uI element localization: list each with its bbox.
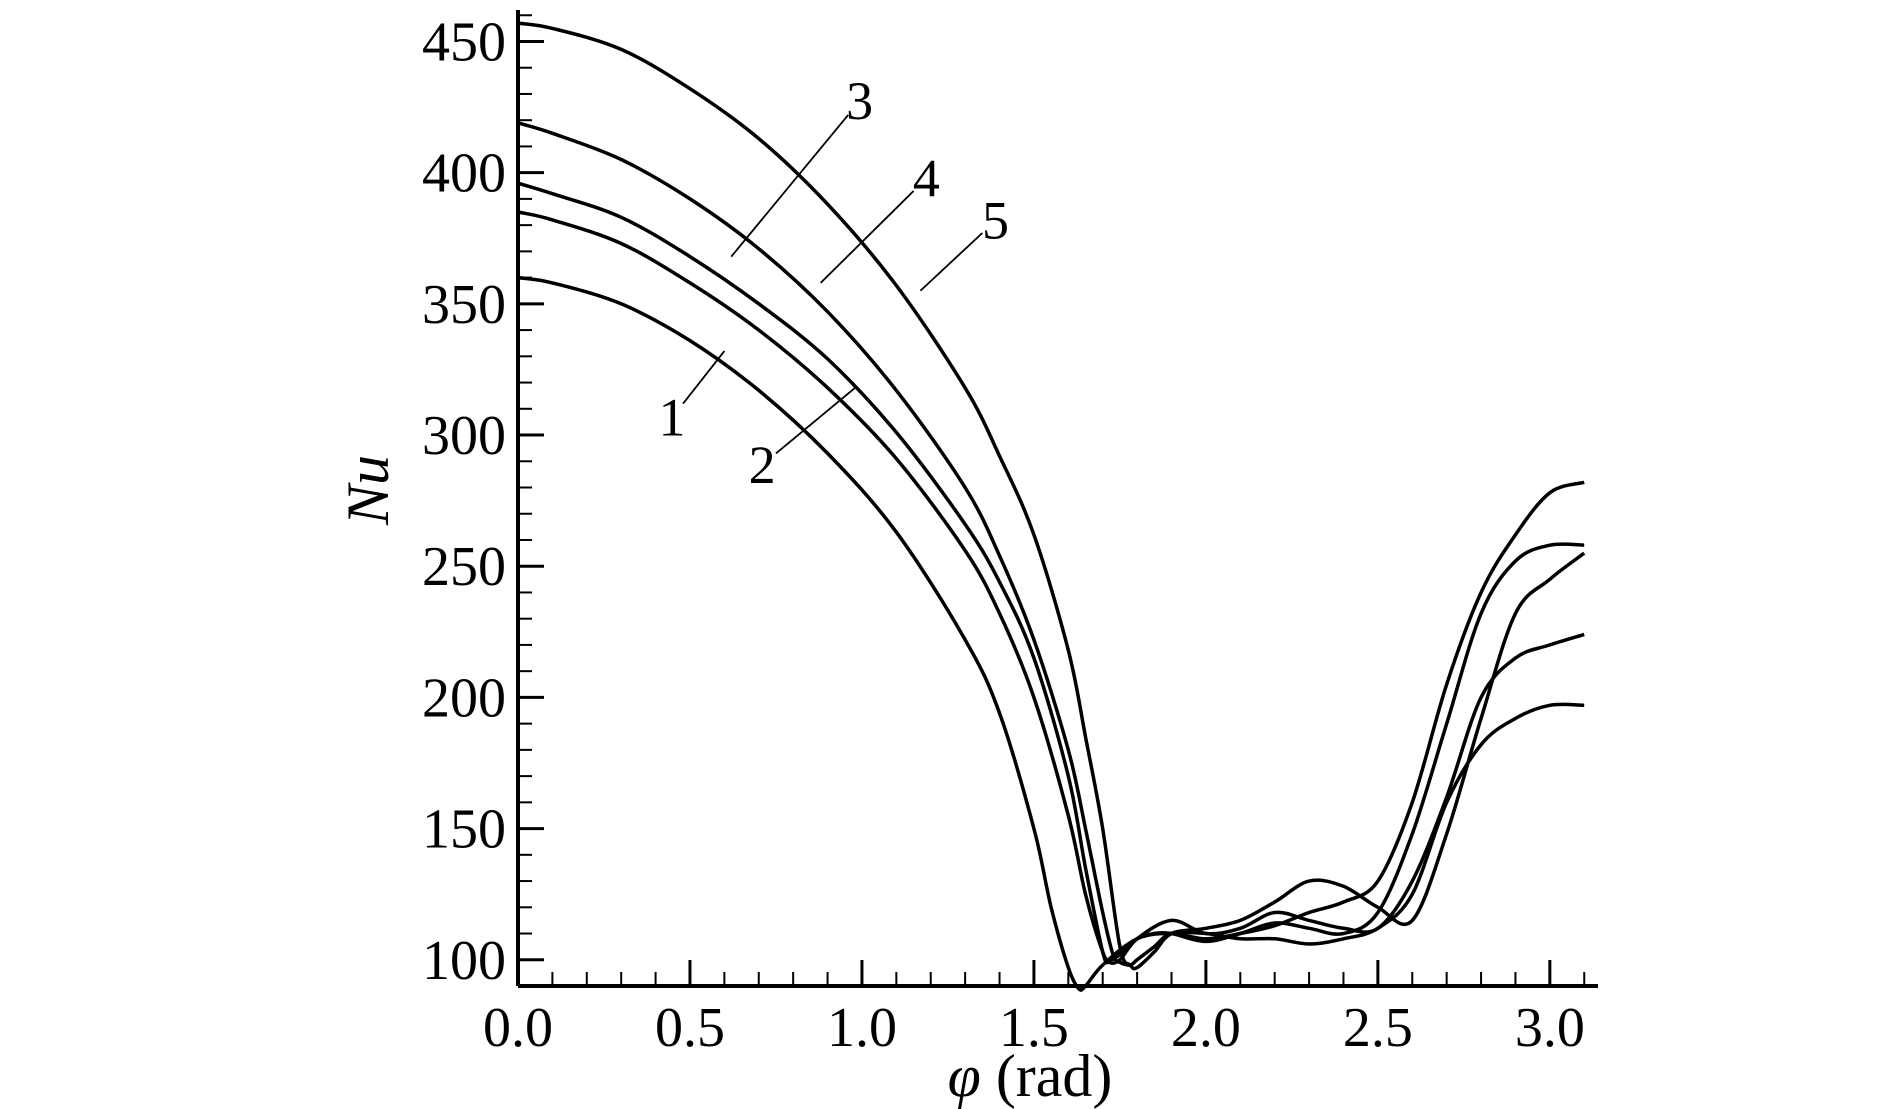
series-line-1 [517,275,1585,992]
x-tick-label: 3.0 [1515,997,1585,1059]
series-line-3 [517,181,1585,965]
y-tick-label: 150 [422,799,506,861]
y-tick-label: 200 [422,667,506,729]
series-line-4 [517,121,1585,967]
annotation-label-4: 4 [913,148,940,208]
y-tick-label: 450 [422,11,506,73]
x-axis-title: φ (rad) [948,1043,1113,1109]
annotation-label-3: 3 [846,71,873,131]
axes: 0.0 0.5 1.0 1.5 2.0 2.5 3.0 100 150 200 250 300 350 4… [422,10,1598,1059]
x-tick-label: 1.5 [999,997,1069,1059]
annotation-label-2: 2 [749,435,776,495]
series-line-2 [517,210,1585,962]
y-tick-label: 100 [422,930,506,992]
annotation-leader-5 [919,232,983,292]
y-tick-label: 300 [422,405,506,467]
y-tick-label: 250 [422,536,506,598]
x-tick-label: 1.0 [827,997,897,1059]
x-axis-unit: (rad) [981,1043,1113,1109]
x-tick-label: 0.0 [483,997,553,1059]
x-tick-label: 2.0 [1171,997,1241,1059]
curve-annotations: 1 2 345 [658,71,1009,495]
y-axis-title: Nu [335,455,401,526]
x-axis-symbol: φ [948,1043,981,1109]
series-line-5 [517,21,1586,971]
x-tick-label: 0.5 [655,997,725,1059]
curves [517,21,1586,992]
annotation-leader-2 [775,387,856,455]
annotation-leader-3 [730,114,849,258]
annotation-leader-1 [682,350,726,405]
y-tick-label: 350 [422,274,506,336]
y-tick-label: 400 [422,143,506,205]
x-tick-label: 2.5 [1343,997,1413,1059]
annotation-label-5: 5 [982,191,1009,251]
annotation-label-1: 1 [658,388,685,448]
annotation-leader-4 [820,190,915,284]
